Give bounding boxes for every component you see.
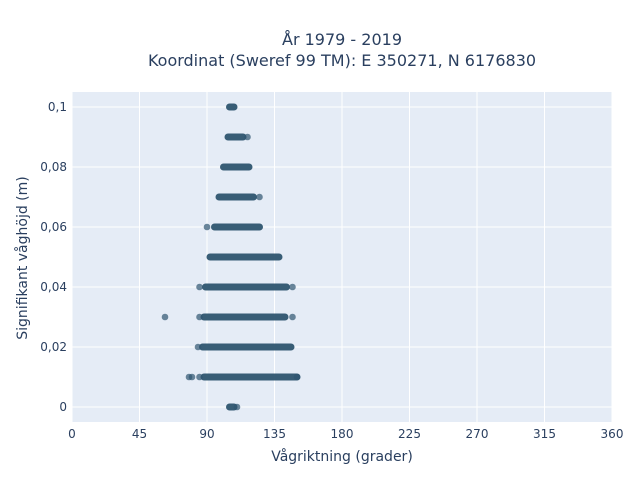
y-axis-ticks: 0 0,02 0,04 0,06 0,08 0,1 <box>40 100 67 414</box>
y-tick-label: 0,1 <box>48 100 67 114</box>
y-tick-label: 0,04 <box>40 280 67 294</box>
data-point <box>289 313 296 321</box>
x-axis-ticks: 0 45 90 135 180 225 270 315 360 <box>68 427 623 441</box>
y-axis-label: Signifikant våghöjd (m) <box>14 176 31 339</box>
x-tick-label: 360 <box>601 427 624 441</box>
chart-title-line-1: År 1979 - 2019 <box>282 30 402 49</box>
x-axis-label: Vågriktning (grader) <box>271 448 413 465</box>
x-tick-label: 315 <box>533 427 556 441</box>
y-tick-label: 0,06 <box>40 220 67 234</box>
data-point <box>161 313 169 321</box>
data-point <box>233 403 241 411</box>
x-tick-label: 135 <box>263 427 286 441</box>
data-point <box>196 373 203 381</box>
y-tick-label: 0,08 <box>40 160 67 174</box>
data-point <box>196 283 203 291</box>
chart-title-line-2: Koordinat (Sweref 99 TM): E 350271, N 61… <box>148 51 536 70</box>
data-point <box>203 223 211 231</box>
x-tick-label: 180 <box>331 427 354 441</box>
x-tick-label: 225 <box>398 427 421 441</box>
data-point <box>196 313 203 321</box>
x-tick-label: 270 <box>466 427 489 441</box>
data-point <box>194 343 202 351</box>
x-tick-label: 45 <box>132 427 147 441</box>
data-point <box>289 283 296 291</box>
y-tick-label: 0 <box>59 400 67 414</box>
data-point <box>244 133 251 141</box>
data-point <box>188 373 196 381</box>
x-tick-label: 90 <box>199 427 214 441</box>
data-point <box>293 373 301 381</box>
data-point <box>256 193 263 201</box>
y-tick-label: 0,02 <box>40 340 67 354</box>
gridlines <box>71 92 613 422</box>
data-points <box>161 103 301 411</box>
x-tick-label: 0 <box>68 427 76 441</box>
